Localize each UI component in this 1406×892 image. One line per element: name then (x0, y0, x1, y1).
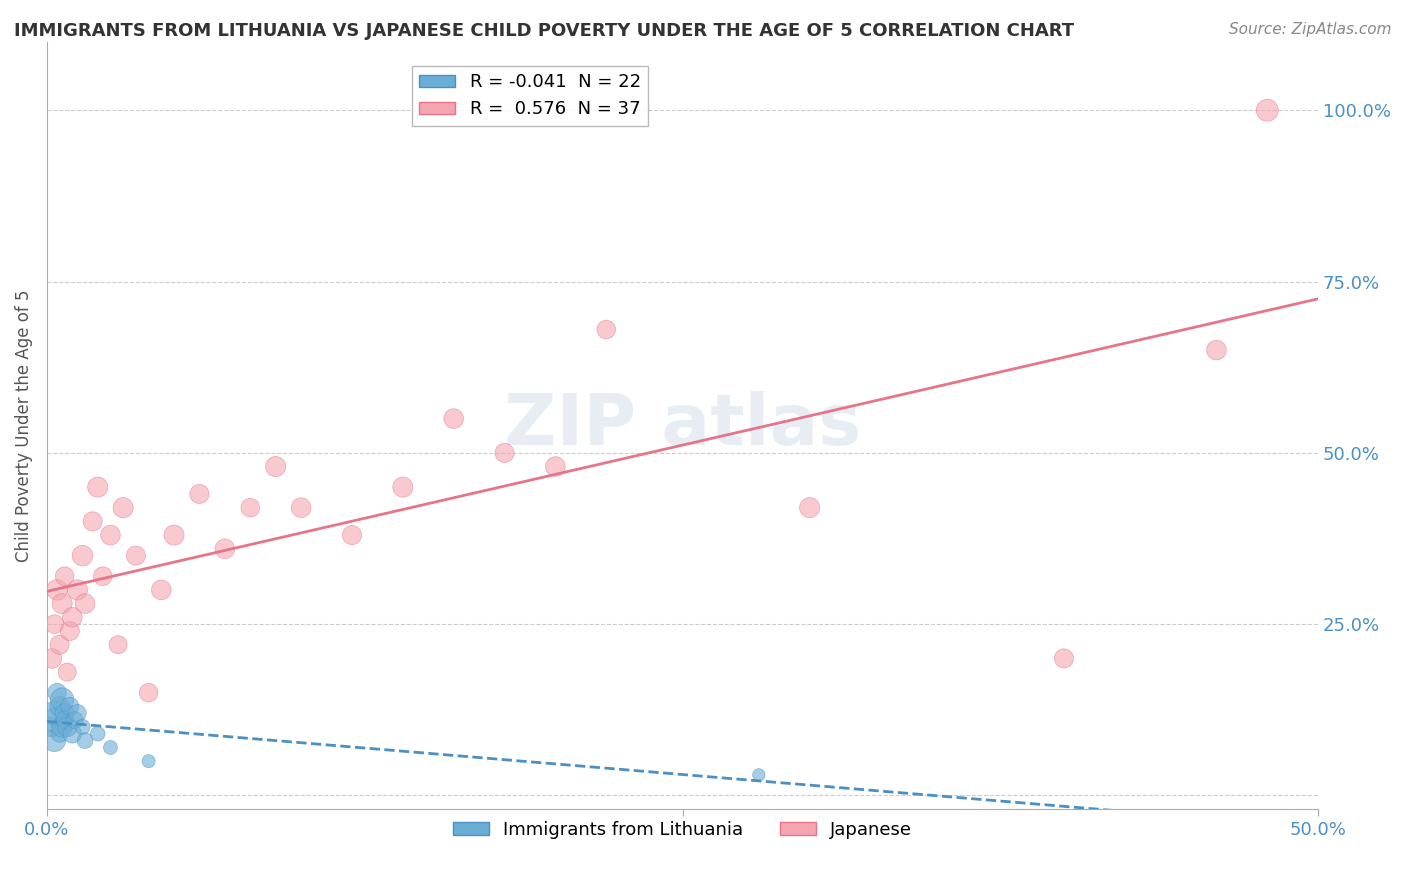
Point (100, 528, 122, 542)
Point (46, 713, 69, 727)
Point (138, 686, 160, 700)
Point (214, 541, 236, 556)
Point (100, 740, 122, 755)
Point (63, 713, 86, 727)
Point (1205, 343, 1227, 357)
Point (66, 582, 89, 597)
Point (53, 706, 76, 721)
Point (46, 582, 69, 597)
Point (56, 720, 79, 734)
Point (494, 446, 516, 460)
Point (107, 638, 129, 652)
Point (82, 514, 104, 528)
Point (60, 610, 83, 624)
Point (748, 768, 770, 782)
Point (290, 500, 312, 515)
Point (72, 720, 94, 734)
Point (72, 549, 94, 563)
Point (392, 480, 415, 494)
Point (544, 459, 567, 474)
Legend: Immigrants from Lithuania, Japanese: Immigrants from Lithuania, Japanese (446, 814, 920, 847)
Point (48, 638, 70, 652)
Point (53, 713, 76, 727)
Point (41, 651, 63, 665)
Point (264, 459, 287, 474)
Point (59, 699, 82, 714)
Point (51, 597, 73, 611)
Text: ZIP atlas: ZIP atlas (503, 391, 860, 460)
Point (138, 754, 160, 768)
Point (595, 322, 617, 336)
Point (87, 727, 110, 741)
Point (1053, 651, 1076, 665)
Text: Source: ZipAtlas.com: Source: ZipAtlas.com (1229, 22, 1392, 37)
Point (46, 686, 69, 700)
Point (48, 699, 70, 714)
Point (60, 727, 83, 741)
Point (48, 727, 70, 741)
Point (1256, 103, 1278, 118)
Point (91, 569, 114, 583)
Point (51, 692, 73, 706)
Point (125, 549, 148, 563)
Point (56, 665, 79, 679)
Point (44, 706, 66, 721)
Point (44, 617, 66, 632)
Point (188, 487, 211, 501)
Point (163, 528, 186, 542)
Point (239, 500, 262, 515)
Point (340, 528, 363, 542)
Y-axis label: Child Poverty Under the Age of 5: Child Poverty Under the Age of 5 (15, 289, 32, 562)
Point (53, 569, 76, 583)
Point (799, 500, 821, 515)
Point (59, 624, 82, 638)
Point (73, 733, 96, 747)
Point (87, 480, 110, 494)
Point (112, 500, 135, 515)
Point (51, 720, 73, 734)
Point (41, 720, 63, 734)
Point (443, 411, 465, 425)
Point (73, 597, 96, 611)
Point (44, 733, 66, 747)
Point (66, 706, 89, 721)
Text: IMMIGRANTS FROM LITHUANIA VS JAPANESE CHILD POVERTY UNDER THE AGE OF 5 CORRELATI: IMMIGRANTS FROM LITHUANIA VS JAPANESE CH… (14, 22, 1074, 40)
Point (150, 582, 173, 597)
